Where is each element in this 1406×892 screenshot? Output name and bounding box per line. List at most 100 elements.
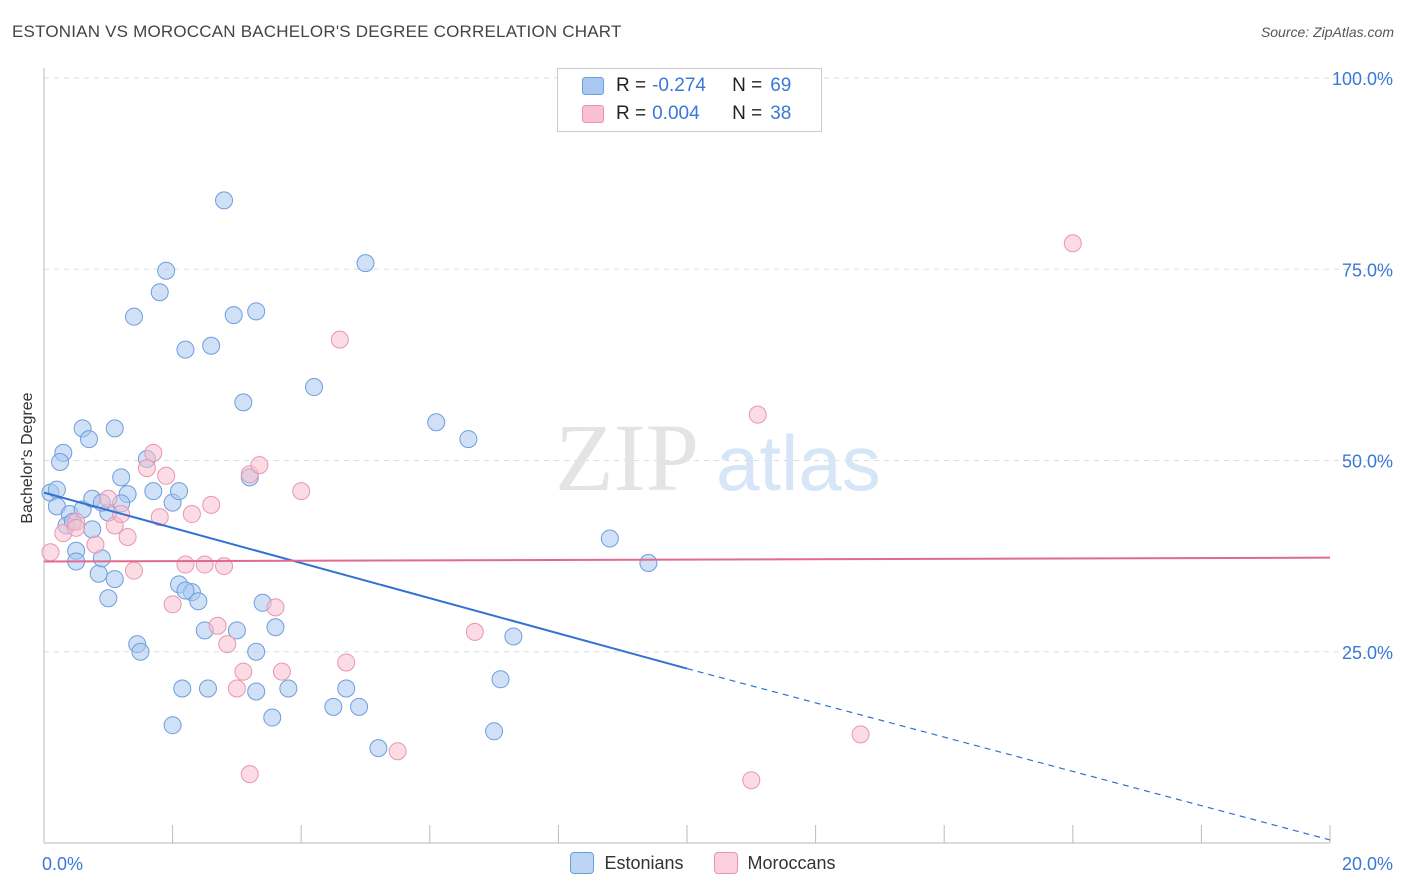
gridlines bbox=[44, 77, 1390, 653]
estonian-point bbox=[80, 430, 99, 449]
estonian-point bbox=[491, 670, 510, 689]
estonian-point bbox=[350, 697, 369, 716]
estonian-point bbox=[247, 682, 266, 701]
chart-title: ESTONIAN VS MOROCCAN BACHELOR'S DEGREE C… bbox=[12, 22, 622, 41]
legend-r-label: R = bbox=[616, 103, 647, 124]
legend-swatch-blue bbox=[582, 77, 604, 95]
estonian-point bbox=[105, 419, 124, 438]
series-label-moroccans: Moroccans bbox=[747, 852, 836, 873]
estonian-point bbox=[247, 302, 266, 321]
moroccan-point bbox=[182, 505, 201, 524]
moroccan-point bbox=[176, 555, 195, 574]
moroccan-point bbox=[144, 443, 163, 462]
estonian-point bbox=[125, 307, 144, 326]
moroccan-point bbox=[292, 482, 311, 501]
correlation-legend: R = -0.274 N = 69 R = 0.004 N = 38 bbox=[557, 68, 822, 132]
moroccan-point bbox=[163, 595, 182, 614]
series-legend-estonians[interactable]: Estonians bbox=[570, 852, 684, 874]
legend-r-value: 0.004 bbox=[652, 103, 700, 124]
estonian-point bbox=[369, 739, 388, 758]
estonian-point bbox=[324, 697, 343, 716]
estonian-point bbox=[173, 679, 192, 698]
estonian-point bbox=[247, 642, 266, 661]
legend-n-label: N = bbox=[732, 103, 763, 124]
estonian-point bbox=[131, 642, 150, 661]
legend-row-estonians: R = -0.274 N = 69 bbox=[558, 71, 791, 101]
estonian-point bbox=[89, 564, 108, 583]
x-tick-label: 0.0% bbox=[42, 854, 83, 874]
estonian-point bbox=[170, 482, 189, 501]
moroccan-point bbox=[337, 653, 356, 672]
legend-row-moroccans: R = 0.004 N = 38 bbox=[558, 99, 791, 129]
legend-r-value: -0.274 bbox=[652, 75, 706, 96]
moroccan-point bbox=[748, 405, 767, 424]
estonian-trend-line bbox=[43, 491, 688, 670]
estonian-point bbox=[176, 581, 195, 600]
estonian-point bbox=[105, 570, 124, 589]
series-legend-moroccans[interactable]: Moroccans bbox=[713, 852, 836, 874]
moroccan-point bbox=[125, 561, 144, 580]
x-tick-label: 20.0% bbox=[1342, 854, 1393, 874]
estonian-point bbox=[337, 679, 356, 698]
series-label-estonians: Estonians bbox=[604, 852, 684, 873]
moroccan-point bbox=[388, 742, 407, 761]
estonian-point bbox=[427, 413, 446, 432]
estonian-point bbox=[176, 340, 195, 359]
moroccan-point bbox=[227, 679, 246, 698]
moroccan-point bbox=[218, 635, 237, 654]
estonian-point bbox=[266, 618, 285, 637]
moroccan-point bbox=[67, 518, 86, 537]
series-legend: Estonians Moroccans bbox=[0, 852, 1406, 874]
estonian-point bbox=[112, 468, 131, 487]
moroccan-point bbox=[234, 662, 253, 681]
estonian-point bbox=[356, 254, 375, 273]
series-swatch-blue bbox=[570, 852, 595, 874]
legend-n-label: N = bbox=[732, 75, 763, 96]
moroccan-point bbox=[208, 616, 227, 635]
moroccan-point bbox=[250, 456, 269, 475]
trend-lines bbox=[43, 491, 1331, 841]
moroccan-point bbox=[272, 662, 291, 681]
moroccan-trend-line bbox=[43, 556, 1331, 563]
moroccan-point bbox=[118, 528, 137, 546]
estonian-point bbox=[504, 627, 523, 646]
moroccan-point bbox=[742, 771, 761, 790]
estonian-point bbox=[150, 283, 169, 302]
moroccan-point bbox=[465, 622, 484, 641]
watermark: ZIP atlas bbox=[555, 404, 881, 511]
series-swatch-pink bbox=[713, 852, 738, 874]
estonian-point bbox=[305, 378, 324, 397]
estonian-point bbox=[215, 191, 234, 210]
moroccan-point bbox=[240, 765, 259, 784]
estonian-point bbox=[83, 520, 102, 539]
moroccan-point bbox=[202, 495, 221, 514]
moroccan-point bbox=[41, 543, 60, 562]
estonian-point bbox=[279, 679, 298, 698]
y-tick-label: 100.0% bbox=[1332, 69, 1393, 89]
tick-labels: 25.0% 50.0% 75.0% 100.0% 0.0% 20.0% bbox=[42, 69, 1393, 874]
estonian-point bbox=[157, 261, 176, 280]
estonian-point bbox=[163, 716, 182, 735]
estonian-point bbox=[198, 679, 217, 698]
estonian-point bbox=[234, 393, 253, 412]
estonian-trend-extension bbox=[686, 668, 1331, 841]
estonian-point bbox=[99, 589, 118, 608]
source-label: Source: ZipAtlas.com bbox=[1260, 24, 1394, 40]
legend-n-value: 38 bbox=[770, 103, 792, 124]
estonian-point bbox=[263, 708, 282, 727]
estonian-point bbox=[51, 453, 70, 472]
axes bbox=[43, 68, 1331, 844]
moroccan-point bbox=[1063, 234, 1082, 253]
estonian-point bbox=[189, 592, 208, 611]
y-tick-label: 50.0% bbox=[1342, 452, 1393, 472]
moroccan-point bbox=[150, 508, 169, 527]
watermark-zip: ZIP bbox=[555, 404, 699, 511]
estonian-point bbox=[485, 722, 504, 741]
y-tick-label: 75.0% bbox=[1342, 260, 1393, 280]
moroccan-point bbox=[137, 459, 156, 478]
moroccan-point bbox=[266, 598, 285, 617]
moroccan-point bbox=[157, 466, 176, 485]
moroccan-point bbox=[330, 330, 349, 349]
estonian-point bbox=[227, 621, 246, 640]
estonian-point bbox=[202, 336, 221, 355]
